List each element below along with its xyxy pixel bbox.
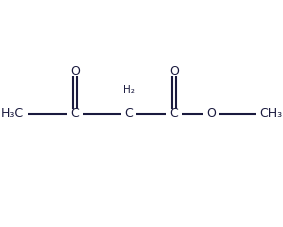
Text: C: C bbox=[170, 107, 178, 120]
Text: O: O bbox=[70, 65, 80, 78]
Text: O: O bbox=[169, 65, 179, 78]
Text: H₃C: H₃C bbox=[1, 107, 24, 120]
Text: H₂: H₂ bbox=[123, 85, 135, 95]
Text: C: C bbox=[125, 107, 133, 120]
Text: CH₃: CH₃ bbox=[259, 107, 282, 120]
Text: C: C bbox=[71, 107, 79, 120]
Text: O: O bbox=[206, 107, 216, 120]
